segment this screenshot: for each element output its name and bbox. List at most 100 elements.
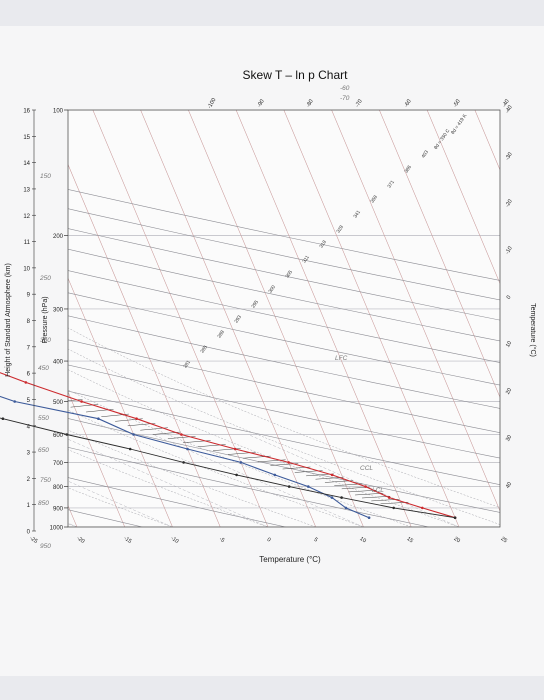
height-tick-label: 16 <box>23 109 30 115</box>
dry-adiabat-line <box>68 418 500 513</box>
dry-adiabat-label: 281 <box>182 359 192 369</box>
height-tick-label: 13 <box>23 187 30 193</box>
height-tick-label: 6 <box>27 372 31 378</box>
dry-adiabat-label: 305 <box>284 269 294 279</box>
sounding-point <box>182 461 185 464</box>
dry-adiabat-line <box>68 248 500 342</box>
moist-adiabat-line <box>68 348 500 525</box>
chart-marks <box>0 372 457 519</box>
dry-adiabat-line <box>68 270 500 363</box>
dry-adiabat-label: 341 <box>352 209 362 219</box>
bottom-temp-tick-label: -25 <box>28 535 38 544</box>
handwritten-note: 650 <box>38 447 49 454</box>
pressure-tick-label: 500 <box>53 400 64 406</box>
hatch-line <box>355 493 383 496</box>
handwritten-note: 550 <box>38 415 49 422</box>
sounding-point <box>392 506 396 510</box>
right-temp-tick-label: 0 <box>506 295 513 301</box>
bottom-temp-tick-label: -10 <box>170 535 180 544</box>
handwritten-note: 950 <box>40 543 51 550</box>
bottom-temp-tick-label: -15 <box>122 535 132 544</box>
sounding-point <box>135 417 138 421</box>
isotherm-line <box>379 110 500 398</box>
height-tick-label: 14 <box>23 161 30 167</box>
moist-adiabat-line <box>68 389 412 527</box>
pressure-tick-label: 1000 <box>50 526 64 532</box>
chart-title: Skew T – ln p Chart <box>243 68 349 82</box>
pressure-tick-label: 300 <box>53 307 64 313</box>
height-tick-label: 15 <box>23 135 30 141</box>
sounding-point <box>1 417 5 421</box>
bottom-temp-tick-label: 0 <box>266 537 272 544</box>
chart-labels: 1002003004005006007008009001000161514131… <box>23 85 514 550</box>
pressure-tick-label: 700 <box>53 461 64 467</box>
dry-adiabat-line <box>68 390 500 485</box>
sounding-point <box>364 485 367 488</box>
dry-adiabat-line <box>68 364 500 459</box>
dry-adiabat-line <box>68 447 429 527</box>
sounding-point <box>13 400 16 403</box>
sounding-point <box>330 496 334 499</box>
right-temp-tick-label: -10 <box>505 246 514 256</box>
pressure-tick-label: 900 <box>53 506 64 512</box>
sounding-point <box>235 473 238 477</box>
sounding-point <box>344 506 348 510</box>
sounding-point <box>24 381 28 384</box>
handwritten-note: 150 <box>40 173 51 180</box>
dry-adiabat-label: 318 <box>318 239 328 249</box>
handwritten-note: LFC <box>335 355 348 362</box>
height-tick-label: 5 <box>27 398 31 404</box>
hatch-line <box>348 489 377 493</box>
right-temp-tick-label: -30 <box>505 152 514 162</box>
height-tick-label: 10 <box>23 266 30 272</box>
dry-adiabat-line <box>68 477 286 527</box>
sounding-point <box>128 447 132 451</box>
mixing-ratio-line <box>68 438 269 527</box>
pressure-tick-label: 600 <box>53 433 64 439</box>
dry-adiabat-label: 358 <box>369 194 379 204</box>
isotherm-line <box>188 110 364 527</box>
moist-adiabat-line <box>68 487 173 527</box>
isotherm-line <box>140 110 317 527</box>
height-tick-label: 0 <box>27 530 31 536</box>
right-temp-tick-label: 10 <box>505 340 513 348</box>
plot-frame <box>67 109 501 528</box>
dry-adiabat-label: 403 <box>420 149 430 159</box>
right-temp-tick-label: -20 <box>505 199 514 209</box>
sounding-point <box>367 516 371 519</box>
sounding-point <box>330 473 334 477</box>
dry-adiabat-label: 295 <box>250 299 260 309</box>
handwritten-note: -70 <box>340 95 350 102</box>
sounding-point <box>388 496 391 499</box>
height-tick-label: 3 <box>27 451 31 457</box>
sounding-point <box>239 461 243 464</box>
sounding-point <box>80 400 83 403</box>
dry-adiabat-line <box>68 228 500 321</box>
sounding-point <box>287 485 291 488</box>
dry-adiabat-label: 371 <box>386 179 396 189</box>
dry-adiabat-label: 328 <box>335 224 345 234</box>
sounding-point <box>97 417 100 421</box>
plot-area <box>68 110 500 527</box>
dry-adiabat-label: 288 <box>216 329 226 339</box>
sounding-point <box>186 447 189 451</box>
pressure-axis-label: Pressure (hPa) <box>42 296 49 343</box>
dry-adiabat-label: 300 <box>267 284 277 294</box>
handwritten-note: 750 <box>40 477 51 484</box>
pressure-tick-label: 400 <box>53 360 64 366</box>
mixing-ratio-line <box>248 434 460 527</box>
top-temp-tick-label: -70 <box>355 99 364 109</box>
height-tick-label: 7 <box>27 345 31 351</box>
sounding-point <box>307 485 310 488</box>
top-temp-tick-label: -90 <box>257 99 266 109</box>
sounding-point <box>180 433 183 436</box>
bottom-temp-tick-label: -20 <box>75 535 85 544</box>
bottom-temp-tick-label: 10 <box>358 536 366 544</box>
top-temp-tick-label: -50 <box>453 99 462 109</box>
handwritten-note: -60 <box>340 85 350 92</box>
sounding-point <box>132 433 135 436</box>
right-temp-tick-label: 30 <box>505 434 513 442</box>
x-axis-label: Temperature (°C) <box>259 555 321 564</box>
top-temp-tick-label: -80 <box>306 99 315 109</box>
